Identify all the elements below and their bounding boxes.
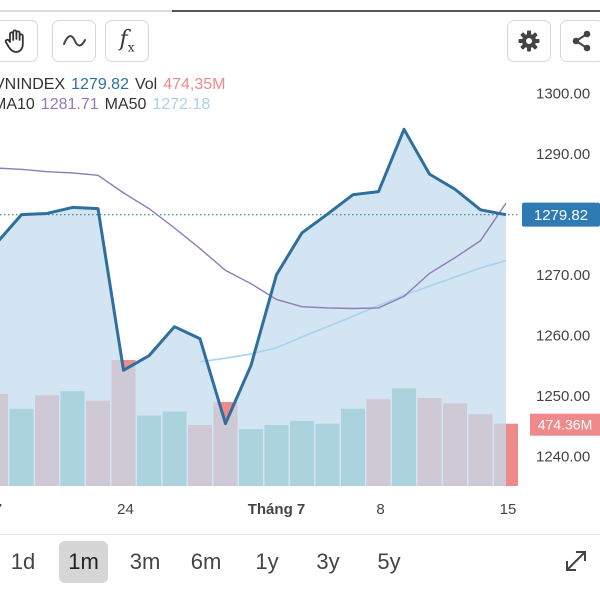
top-progress-line — [0, 10, 600, 12]
y-tick-label: 1260.00 — [536, 328, 590, 345]
y-tick-label: 1290.00 — [536, 146, 590, 163]
price-tag — [522, 202, 600, 227]
price-chart[interactable]: 1300.001290.001280.001270.001260.001250.… — [0, 0, 600, 534]
price-line — [0, 127, 507, 426]
range-6m-button[interactable]: 6m — [190, 549, 222, 574]
legend-row-price: VNINDEX 1279.82 Vol 474,35M — [0, 76, 231, 94]
share-button[interactable] — [560, 20, 600, 62]
hand-icon — [4, 29, 24, 53]
legend-index-value: 1279.82 — [71, 76, 129, 93]
expand-icon[interactable] — [562, 547, 590, 575]
range-3m-button[interactable]: 3m — [129, 549, 161, 574]
range-1y-button[interactable]: 1y — [255, 549, 279, 574]
draw-tool-button[interactable] — [0, 20, 38, 62]
price-tag-label: 1279.82 — [534, 207, 588, 224]
settings-button[interactable] — [507, 20, 551, 62]
ma50-line — [199, 259, 507, 363]
range-1m-button[interactable]: 1m — [59, 541, 108, 583]
legend-index-name: VNINDEX — [0, 76, 66, 93]
indicator-button[interactable]: fx — [105, 20, 149, 62]
y-tick-label: 1240.00 — [536, 449, 590, 466]
legend-ma50-label: MA50 — [104, 96, 147, 113]
x-tick-label: 7 — [0, 501, 2, 518]
range-5y-button[interactable]: 5y — [377, 549, 401, 574]
function-icon: fx — [119, 27, 135, 55]
x-tick-label: 24 — [117, 501, 134, 518]
range-selector: 1d 1m 3m 6m 1y 3y 5y — [0, 534, 600, 591]
y-tick-label: 1250.00 — [536, 388, 590, 405]
legend-ma50-value: 1272.18 — [152, 96, 211, 113]
range-3y-button[interactable]: 3y — [316, 549, 340, 574]
line-style-button[interactable] — [52, 20, 96, 62]
legend-ma10-value: 1281.71 — [40, 96, 99, 113]
wave-icon — [63, 35, 86, 47]
y-tick-label: 1270.00 — [536, 267, 590, 284]
volume-tag — [530, 413, 600, 436]
x-tick-label: Tháng 7 — [248, 501, 306, 518]
legend-vol-label: Vol — [134, 76, 158, 93]
share-icon — [572, 30, 591, 52]
x-tick-label: 15 — [500, 501, 517, 518]
legend-vol-value: 474,35M — [163, 76, 226, 93]
range-1d-button[interactable]: 1d — [10, 549, 36, 574]
ma10-line — [0, 167, 507, 310]
x-tick-label: 8 — [376, 501, 384, 518]
volume-tag-label: 474.36M — [538, 417, 592, 433]
y-tick-label: 1300.00 — [536, 85, 590, 102]
price-area — [0, 129, 506, 486]
gear-icon — [518, 30, 540, 52]
